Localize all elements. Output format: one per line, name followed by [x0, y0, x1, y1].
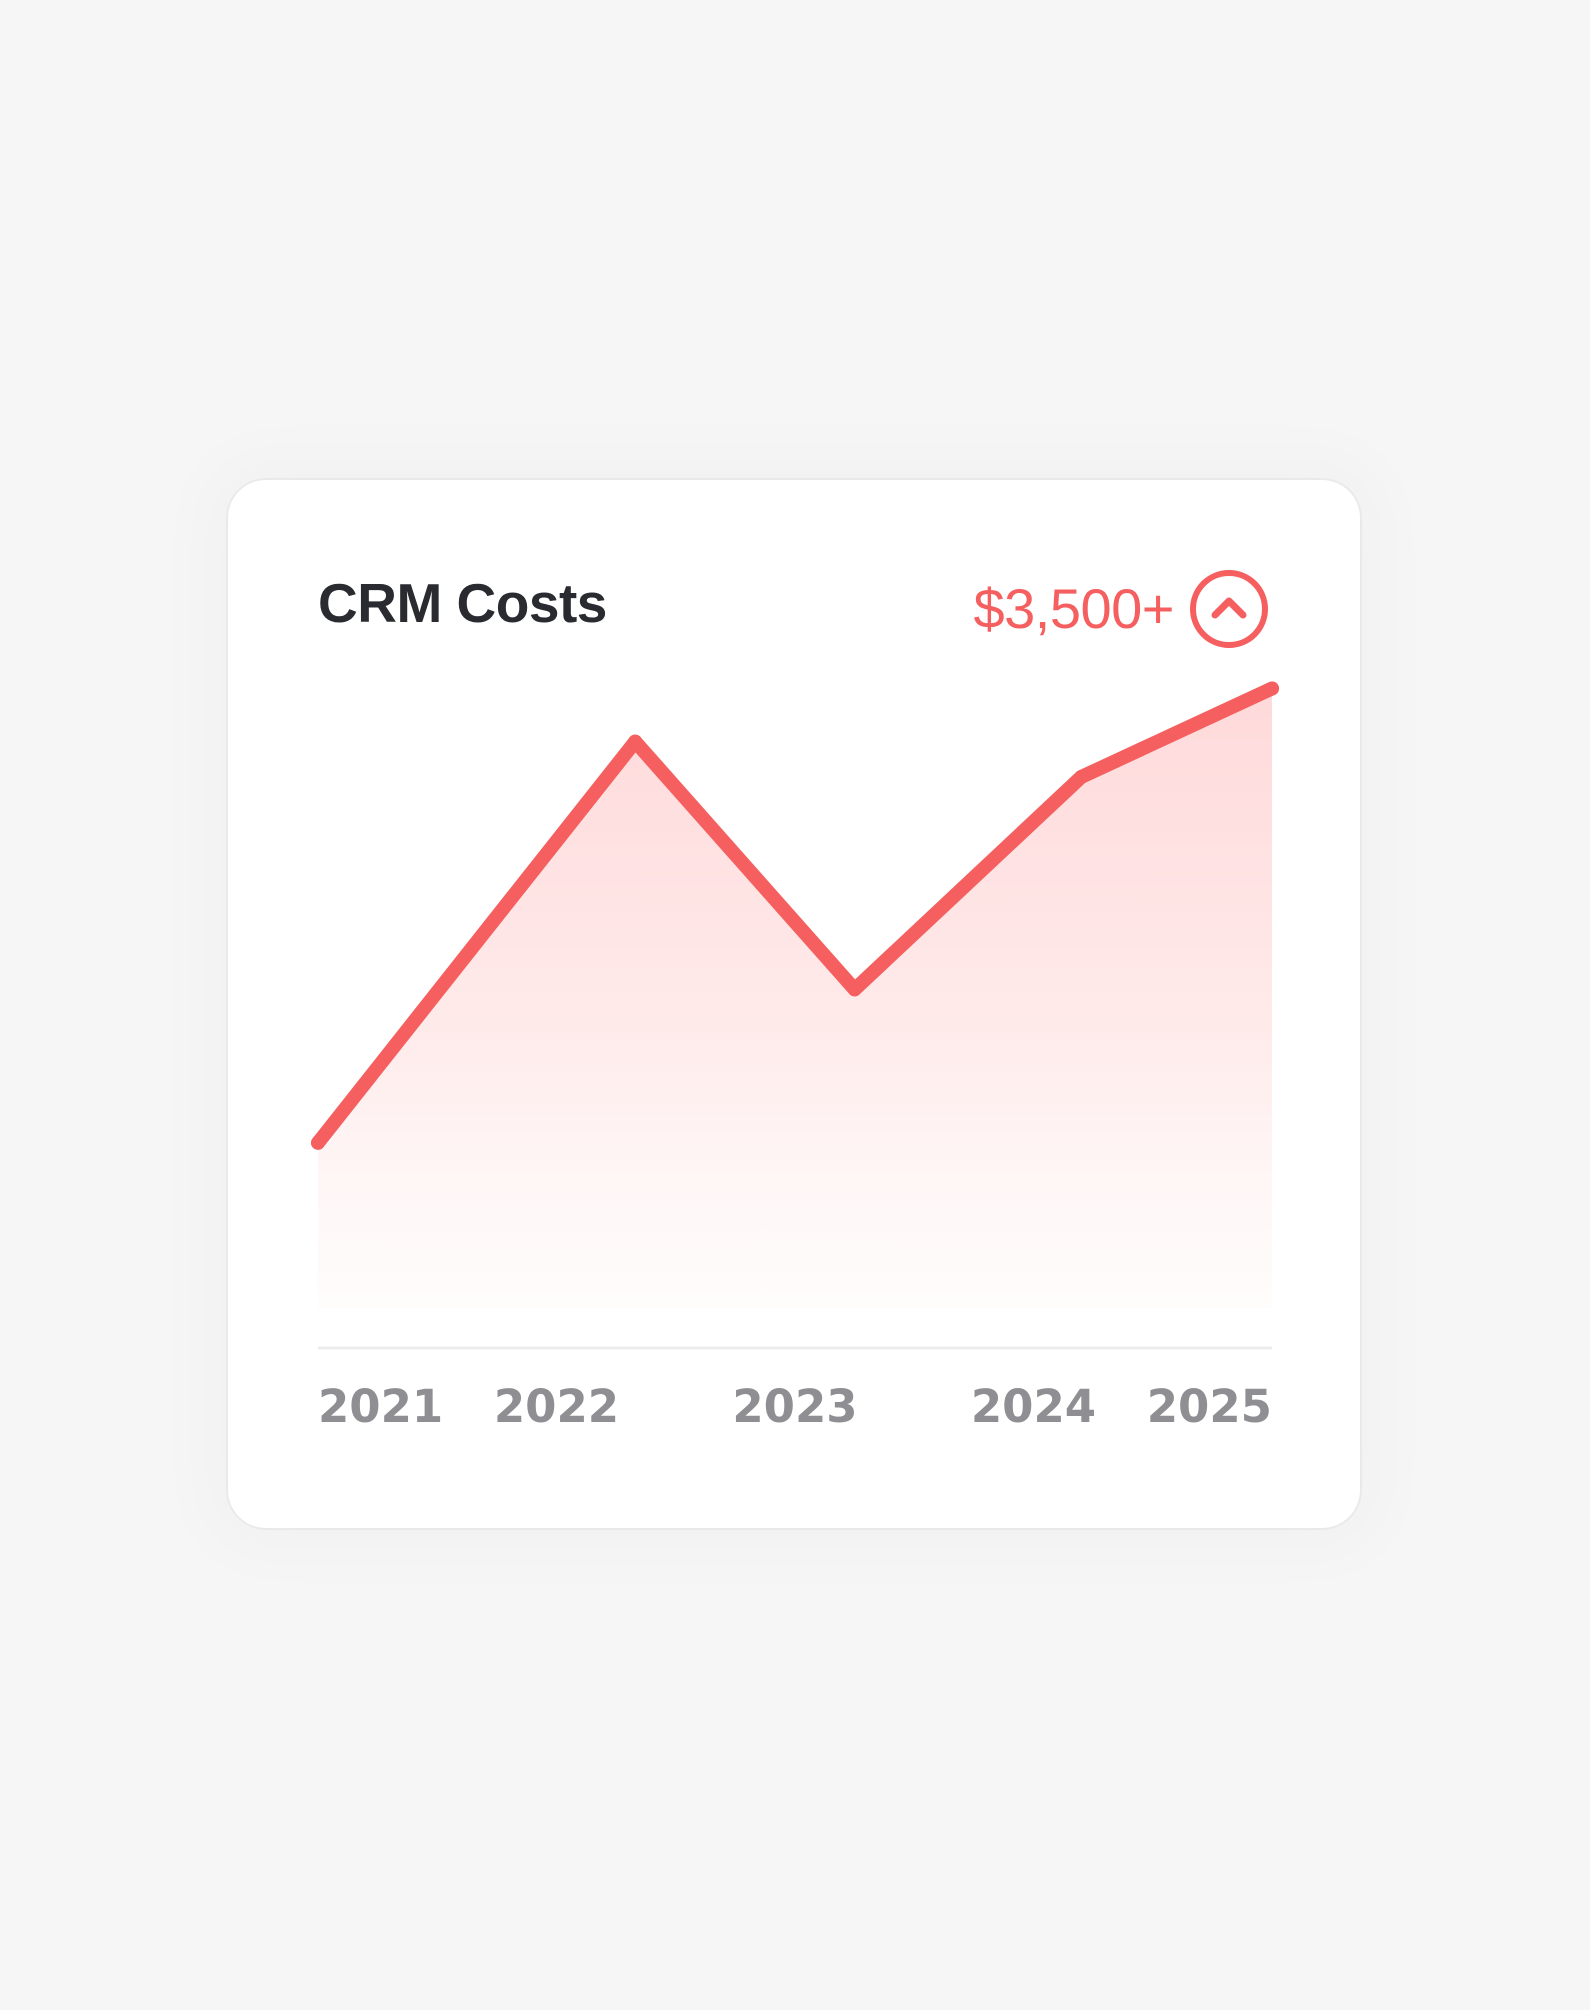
x-tick-label-2024: 2024	[971, 1380, 1096, 1433]
x-tick-label-2022: 2022	[494, 1380, 619, 1433]
chevron-up-circle-icon[interactable]	[1188, 568, 1270, 650]
data-point-2023	[847, 982, 862, 997]
headline-value: $3,500+	[973, 577, 1175, 640]
data-point-2025	[1265, 681, 1279, 696]
data-point-2024	[1074, 770, 1089, 784]
cost-line-chart: 2021 2022 2023 2024 2025	[311, 681, 1279, 1433]
x-tick-label-2025: 2025	[1147, 1380, 1272, 1433]
cost-area-fill	[318, 688, 1272, 1308]
x-tick-label-2023: 2023	[732, 1380, 857, 1433]
headline-metric: $3,500+	[974, 568, 1270, 650]
crm-costs-card: CRM Costs $3,500+ 2021 2022 2023 2024 2025	[228, 480, 1360, 1528]
card-title: CRM Costs	[318, 572, 607, 634]
data-point-2021	[311, 1135, 325, 1150]
data-point-2022	[628, 734, 643, 749]
x-tick-label-2021: 2021	[318, 1380, 443, 1433]
